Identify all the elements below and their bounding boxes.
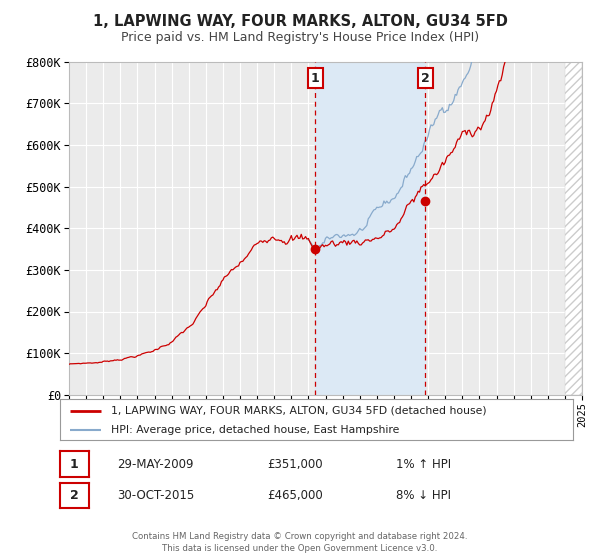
Text: 1: 1 <box>70 458 79 471</box>
Text: 1: 1 <box>311 72 320 85</box>
Text: HPI: Average price, detached house, East Hampshire: HPI: Average price, detached house, East… <box>112 424 400 435</box>
Text: 2: 2 <box>70 489 79 502</box>
Bar <box>316 62 425 395</box>
Text: 2: 2 <box>421 72 430 85</box>
Text: Contains HM Land Registry data © Crown copyright and database right 2024.
This d: Contains HM Land Registry data © Crown c… <box>132 533 468 553</box>
Text: 29-MAY-2009: 29-MAY-2009 <box>117 458 193 471</box>
Text: 1% ↑ HPI: 1% ↑ HPI <box>396 458 451 471</box>
Text: Price paid vs. HM Land Registry's House Price Index (HPI): Price paid vs. HM Land Registry's House … <box>121 31 479 44</box>
Text: £351,000: £351,000 <box>267 458 323 471</box>
Text: £465,000: £465,000 <box>267 489 323 502</box>
Bar <box>565 62 582 395</box>
Text: 8% ↓ HPI: 8% ↓ HPI <box>396 489 451 502</box>
Text: 30-OCT-2015: 30-OCT-2015 <box>117 489 194 502</box>
Text: 1, LAPWING WAY, FOUR MARKS, ALTON, GU34 5FD (detached house): 1, LAPWING WAY, FOUR MARKS, ALTON, GU34 … <box>112 405 487 416</box>
Text: 1, LAPWING WAY, FOUR MARKS, ALTON, GU34 5FD: 1, LAPWING WAY, FOUR MARKS, ALTON, GU34 … <box>92 14 508 29</box>
